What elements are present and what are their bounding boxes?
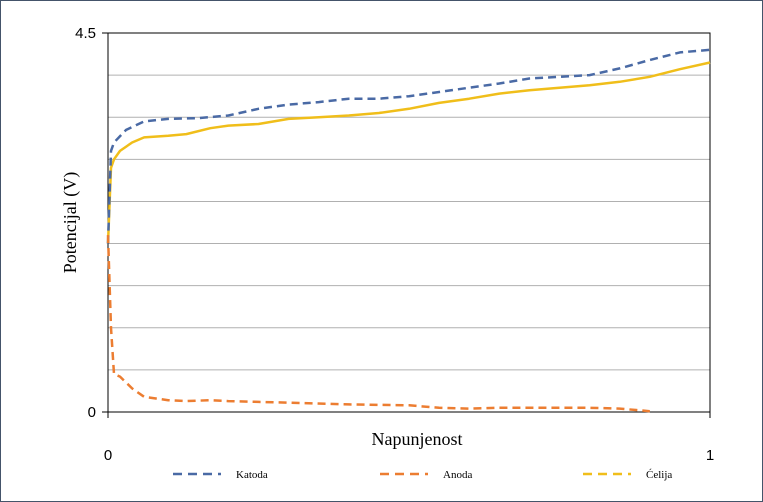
- x-axis-title: Napunjenost: [372, 429, 463, 449]
- series-line-katoda: [106, 48, 711, 244]
- series-line-anoda: [106, 235, 650, 413]
- series-line-celija: [106, 61, 711, 244]
- legend-label-katoda: Katoda: [236, 469, 268, 481]
- legend-label-celija: Ćelija: [646, 469, 672, 481]
- x-tick-label-min: 0: [104, 447, 112, 464]
- legend: Katoda Anoda Ćelija: [173, 469, 672, 481]
- tick-marks: [102, 32, 711, 418]
- x-tick-label-max: 1: [706, 447, 714, 464]
- grid-lines: [108, 74, 710, 371]
- legend-label-anoda: Anoda: [443, 469, 472, 481]
- series-layer: [106, 48, 711, 413]
- y-axis-title: Potencijal (V): [60, 172, 81, 273]
- y-tick-label-max: 4.5: [75, 25, 96, 42]
- plot-area-border: [107, 32, 711, 413]
- y-tick-label-min: 0: [88, 404, 96, 421]
